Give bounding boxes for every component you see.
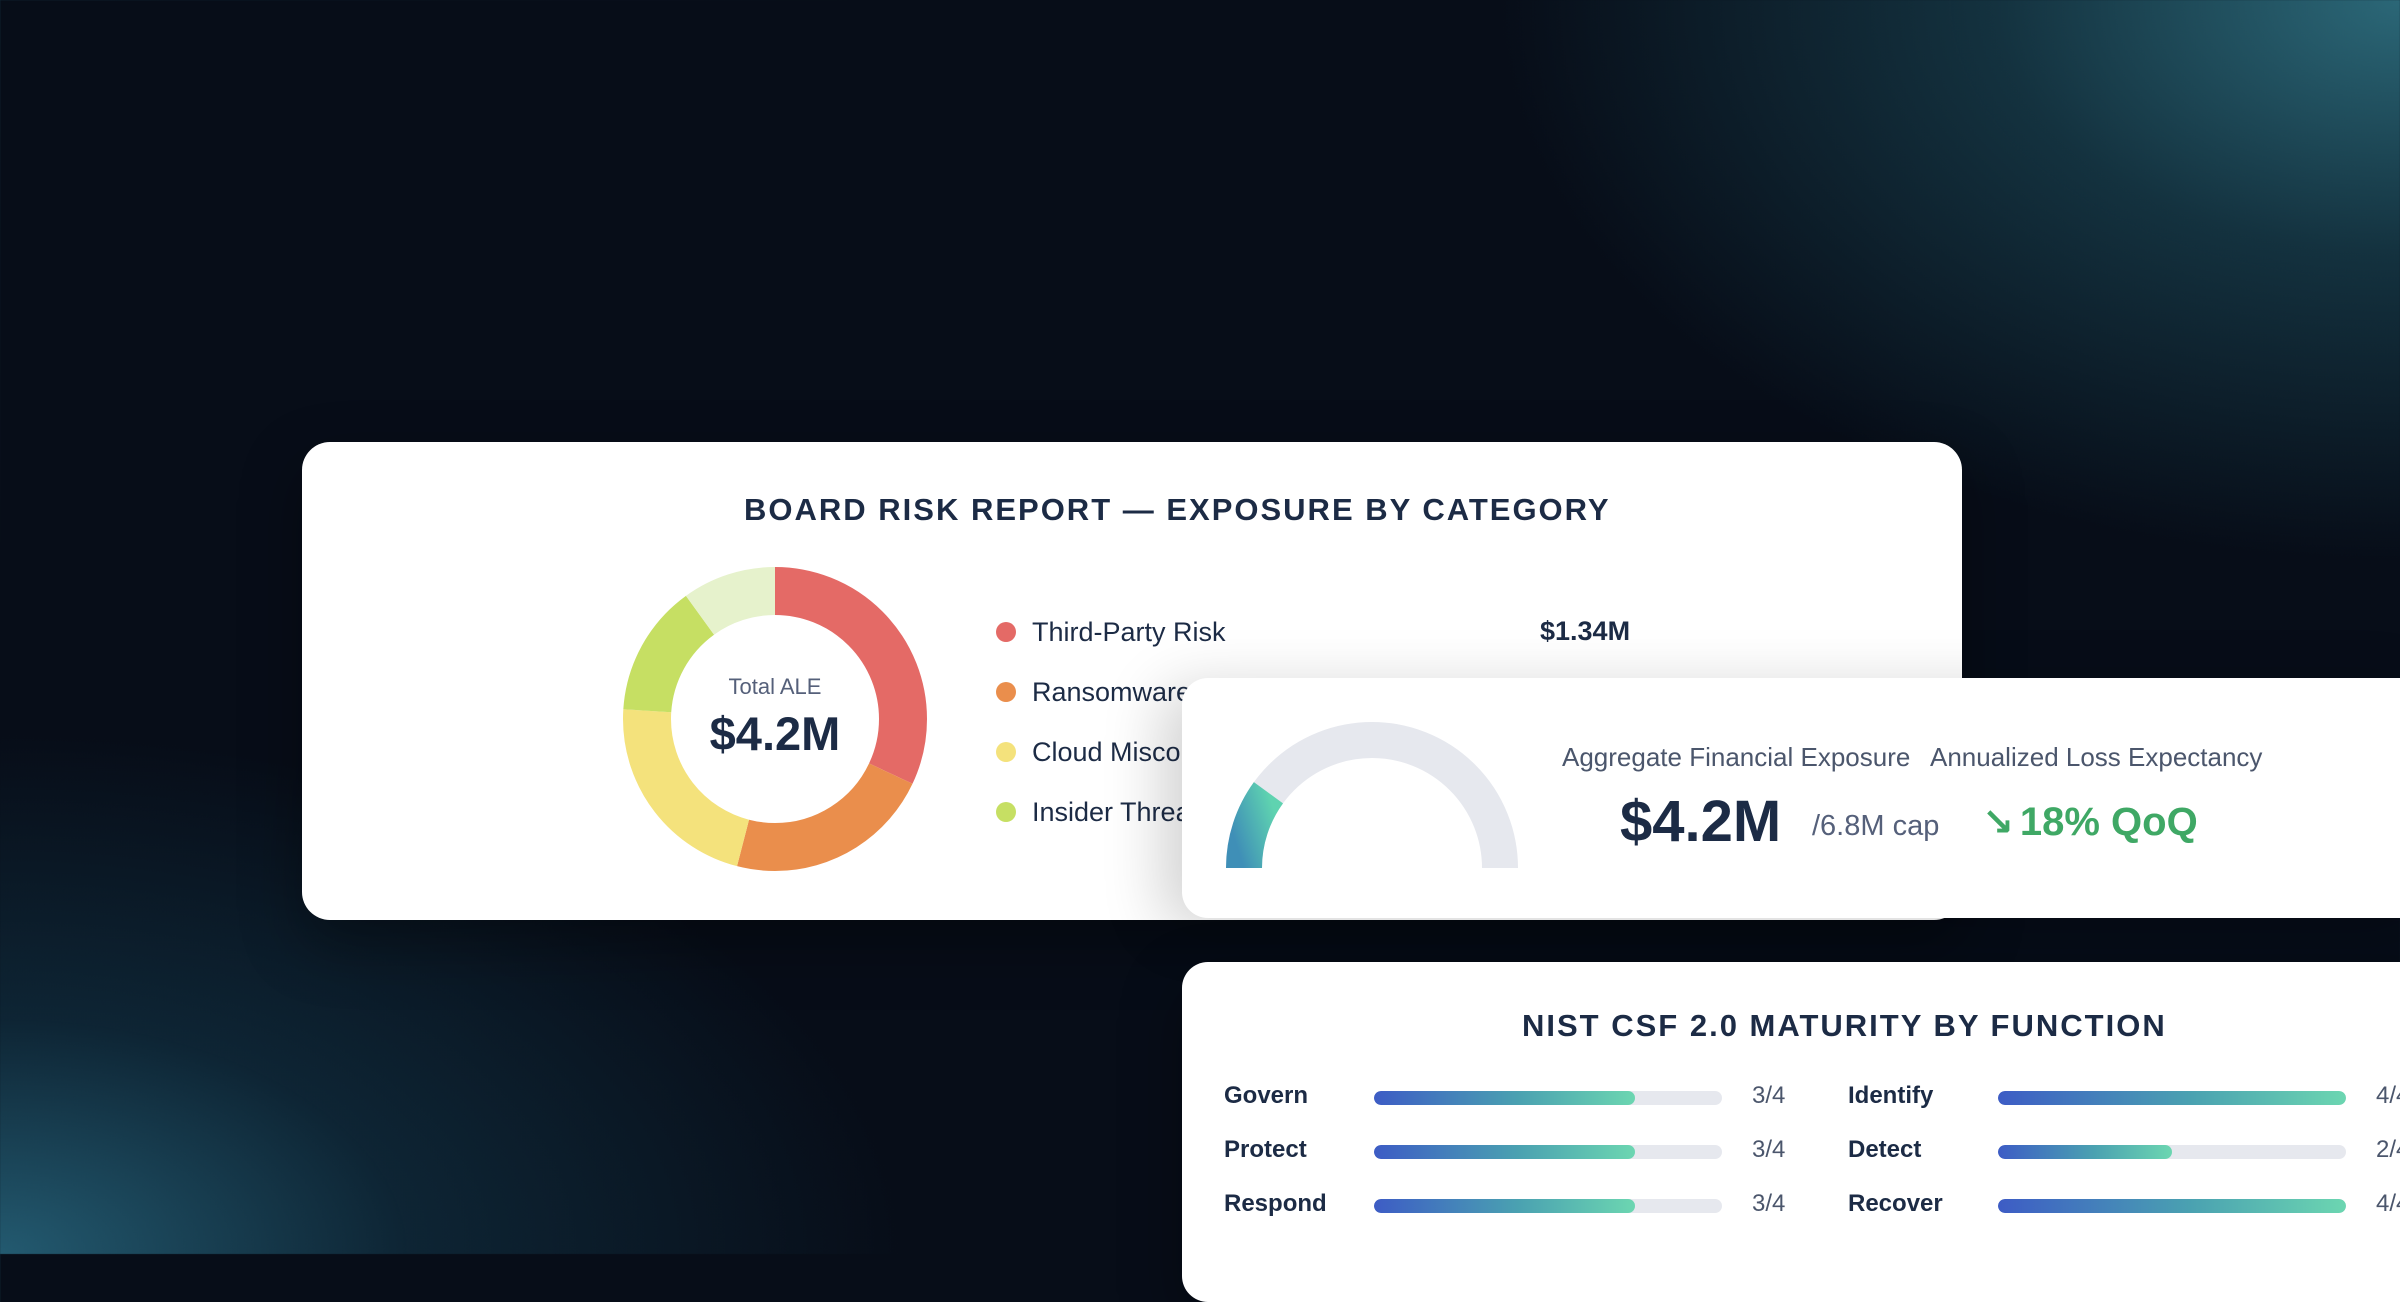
donut-slice-cloud-misconfiguration	[623, 567, 927, 871]
nist-function-label: Recover	[1848, 1190, 1943, 1217]
donut-slice-ransomware	[623, 567, 927, 871]
trend-down-icon: ↘	[1982, 802, 2014, 844]
nist-score: 3/4	[1752, 1190, 1786, 1217]
nist-function-label: Respond	[1224, 1190, 1327, 1217]
legend-value: $1.34M	[1540, 616, 1631, 646]
legend-dot	[996, 802, 1016, 822]
nist-progress-track	[1374, 1145, 1722, 1159]
nist-score: 4/4	[2376, 1190, 2400, 1217]
legend-label: Third-Party Risk	[1032, 616, 1226, 647]
nist-progress-track	[1998, 1091, 2346, 1105]
exposure-cap: /6.8M cap	[1812, 810, 1940, 842]
legend-label: Ransomware	[1032, 676, 1192, 707]
nist-progress-fill	[1998, 1145, 2172, 1159]
legend-dot	[996, 742, 1016, 762]
aggregate-exposure-label: Aggregate Financial Exposure	[1562, 742, 1911, 772]
nist-progress-fill	[1998, 1091, 2346, 1105]
financial-exposure-card: Aggregate Financial Exposure Annualized …	[1182, 678, 2400, 918]
legend-dot	[996, 622, 1016, 642]
donut-slice-other	[623, 567, 927, 871]
nist-score: 3/4	[1752, 1136, 1786, 1163]
legend-dot	[996, 682, 1016, 702]
donut-center-value: $4.2M	[709, 707, 841, 760]
legend-item-third-party: Third-Party Risk	[996, 612, 1226, 652]
nist-progress-fill	[1374, 1145, 1635, 1159]
nist-function-label: Detect	[1848, 1136, 1922, 1163]
nist-score: 3/4	[1752, 1082, 1786, 1109]
legend-item-insider-threat: Insider Threat	[996, 792, 1198, 832]
legend-label: Insider Threat	[1032, 796, 1199, 827]
nist-progress-track	[1374, 1199, 1722, 1213]
nist-maturity-card: NIST CSF 2.0 MATURITY BY FUNCTION Govern…	[1182, 962, 2400, 1302]
nist-progress-fill	[1998, 1199, 2346, 1213]
legend-item-ransomware: Ransomware	[996, 672, 1191, 712]
nist-progress-fill	[1374, 1091, 1635, 1105]
nist-score: 2/4	[2376, 1136, 2400, 1163]
exposure-gauge	[1226, 722, 1518, 869]
gauge-fill	[1226, 782, 1284, 869]
annualized-loss-label: Annualized Loss Expectancy	[1930, 742, 2263, 772]
nist-function-label: Govern	[1224, 1082, 1309, 1109]
nist-function-label: Identify	[1848, 1082, 1934, 1109]
nist-progress-fill	[1374, 1199, 1635, 1213]
exposure-value: $4.2M	[1620, 789, 1782, 854]
donut-center-label: Total ALE	[728, 674, 822, 699]
nist-progress-track	[1374, 1091, 1722, 1105]
nist-score: 4/4	[2376, 1082, 2400, 1109]
nist-title: NIST CSF 2.0 MATURITY BY FUNCTION	[1522, 1008, 2167, 1043]
nist-progress-track	[1998, 1199, 2346, 1213]
exposure-donut-chart	[623, 567, 927, 871]
nist-progress-track	[1998, 1145, 2346, 1159]
trend-indicator: ↘ 18% QoQ	[1982, 800, 2198, 845]
board-risk-title: BOARD RISK REPORT — EXPOSURE BY CATEGORY	[744, 492, 1611, 527]
trend-value: 18% QoQ	[2019, 800, 2198, 844]
nist-function-label: Protect	[1224, 1136, 1307, 1163]
